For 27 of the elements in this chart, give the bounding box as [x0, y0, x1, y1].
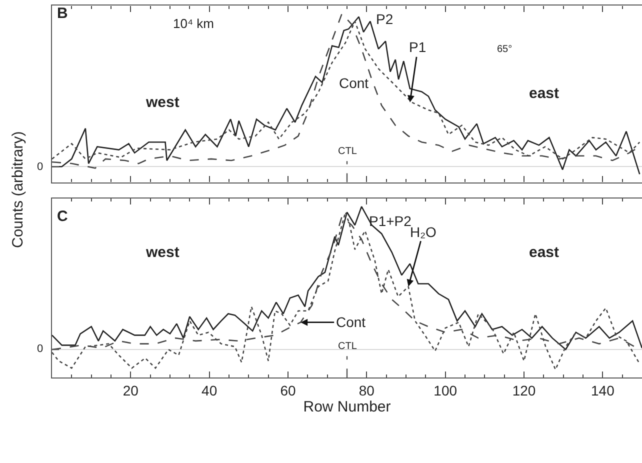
text: 0	[37, 343, 44, 355]
annotation: west	[145, 244, 180, 261]
annotation: P1+P2	[369, 213, 412, 229]
annotation: P1	[409, 39, 426, 55]
x-tick-label: 140	[590, 382, 615, 399]
text: 0	[37, 161, 44, 173]
annotation: C	[57, 208, 68, 225]
x-tick-label: 80	[358, 382, 375, 399]
ref-line-label: CTL	[338, 341, 358, 352]
annotation: west	[145, 94, 180, 111]
x-tick-label: 60	[280, 382, 296, 399]
annotation: Cont	[336, 314, 366, 330]
annotation: 10⁴ km	[173, 16, 214, 31]
x-tick-label: 100	[434, 382, 458, 399]
x-tick-label: 20	[122, 382, 139, 399]
annotation: 65°	[497, 44, 512, 55]
annotation: H₂O	[410, 224, 437, 240]
x-axis-title: Row Number	[303, 398, 391, 416]
annotation: Cont	[339, 75, 369, 91]
annotation: B	[57, 5, 68, 22]
ref-line-label: CTL	[338, 146, 358, 157]
annotation: P2	[376, 11, 394, 27]
x-tick-label: 40	[202, 382, 218, 399]
annotation: east	[529, 85, 560, 102]
annotation: east	[529, 244, 560, 261]
x-tick-label: 120	[512, 382, 536, 399]
y-axis-title: Counts (arbitrary)	[10, 131, 26, 248]
